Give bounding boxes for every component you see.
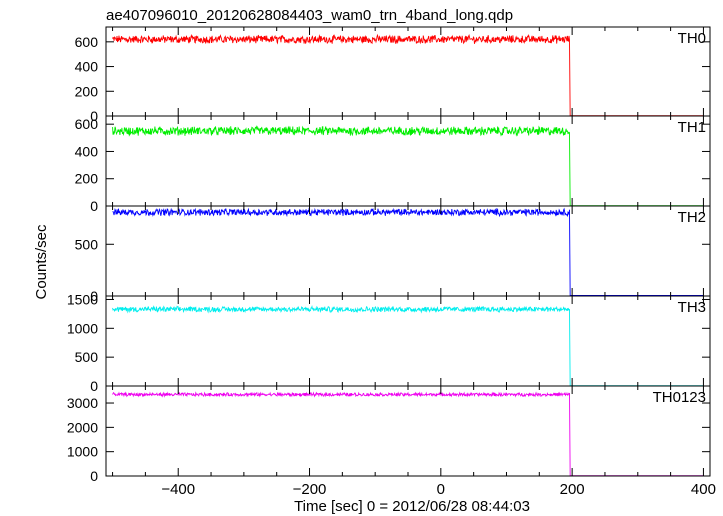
- y-tick-label: 0: [90, 468, 98, 484]
- panel-th3: 0 500 1000 1500 TH3: [67, 291, 711, 394]
- panel-frame: [105, 295, 711, 387]
- band-label: TH0123: [653, 389, 706, 406]
- band-label: TH3: [678, 299, 706, 316]
- y-tick-label: 400: [75, 143, 99, 159]
- series-line-th0: [112, 33, 704, 117]
- y-tick-label: 0: [90, 288, 98, 304]
- x-tick-label: 400: [691, 481, 716, 498]
- y-tick-label: 400: [75, 59, 99, 75]
- y-tick-label: 600: [75, 116, 99, 132]
- y-tick-label: 3000: [67, 395, 98, 411]
- y-tick-label: 500: [75, 236, 99, 252]
- series-line-th3: [112, 305, 704, 387]
- panels: 0 200 400 600 TH0 0 200 400 600 TH1 0 500 TH2 0 500 100…: [67, 26, 711, 484]
- y-tick-label: 1000: [67, 444, 98, 460]
- y-axis-label: Counts/sec: [33, 224, 50, 300]
- x-tick-label: 0: [437, 481, 445, 498]
- y-tick-label: 2000: [67, 419, 98, 435]
- x-axis-label: Time [sec] 0 = 2012/06/28 08:44:03: [294, 498, 530, 515]
- panel-frame: [105, 385, 711, 477]
- chart-title: ae407096010_20120628084403_wam0_trn_4ban…: [106, 7, 513, 24]
- band-label: TH2: [678, 209, 706, 226]
- panel-frame: [105, 205, 711, 297]
- y-tick-label: 1000: [67, 320, 98, 336]
- x-tick-label: 200: [560, 481, 585, 498]
- panel-th0123: 0 1000 2000 3000 TH0123: [67, 385, 711, 484]
- panel-th0: 0 200 400 600 TH0: [75, 26, 711, 124]
- y-tick-label: 1500: [67, 291, 98, 307]
- y-tick-label: 0: [90, 378, 98, 394]
- y-tick-label: 200: [75, 171, 99, 187]
- x-tick-label: −400: [161, 481, 195, 498]
- series-line-th1: [112, 125, 704, 207]
- y-tick-label: 600: [75, 34, 99, 50]
- series-line-th2: [112, 207, 704, 296]
- y-tick-label: 0: [90, 108, 98, 124]
- y-tick-label: 500: [75, 349, 99, 365]
- y-tick-label: 200: [75, 83, 99, 99]
- panel-th1: 0 200 400 600 TH1: [75, 115, 711, 214]
- series-line-th0123: [112, 391, 704, 477]
- band-label: TH0: [678, 30, 706, 47]
- y-tick-label: 0: [90, 198, 98, 214]
- x-tick-labels: −400 −200 0 200 400: [161, 481, 716, 498]
- panel-th2: 0 500 TH2: [75, 205, 711, 304]
- x-tick-label: −200: [293, 481, 327, 498]
- band-label: TH1: [678, 119, 706, 136]
